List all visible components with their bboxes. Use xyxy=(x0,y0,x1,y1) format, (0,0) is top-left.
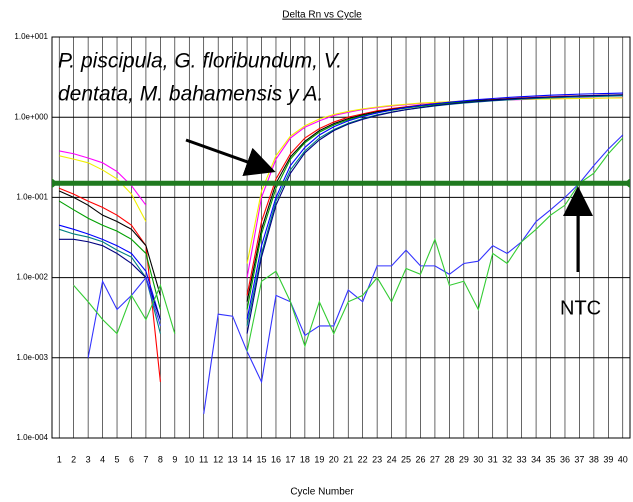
x-tick-label: 2 xyxy=(71,454,76,464)
x-tick-label: 22 xyxy=(358,454,368,464)
plot-area: 1 2 3 4 5 6 7 8 9 10 11 12 13 14 15 16 17 18 19 20 21 22 23 24 2… xyxy=(14,32,631,464)
threshold-marker xyxy=(52,178,58,189)
x-tick-label: 38 xyxy=(589,454,599,464)
x-tick-label: 10 xyxy=(184,454,194,464)
annotation: P. piscipula, G. floribundum, V. xyxy=(58,50,342,73)
ntc-label: NTC xyxy=(560,297,601,319)
x-tick-label: 30 xyxy=(473,454,483,464)
x-tick-label: 33 xyxy=(517,454,527,464)
y-tick-label: 1.0e-002 xyxy=(16,273,48,282)
x-tick-label: 32 xyxy=(502,454,512,464)
threshold-marker xyxy=(624,178,630,189)
series-line xyxy=(59,92,623,320)
x-tick-label: 5 xyxy=(115,454,120,464)
y-tick-label: 1.0e-003 xyxy=(16,353,48,362)
x-tick-label: 31 xyxy=(488,454,498,464)
x-tick-label: 13 xyxy=(228,454,238,464)
x-tick-label: 19 xyxy=(314,454,324,464)
x-tick-label: 9 xyxy=(172,454,177,464)
x-tick-label: 11 xyxy=(199,454,208,464)
x-tick-label: 18 xyxy=(300,454,310,464)
x-tick-label: 35 xyxy=(546,454,556,464)
x-tick-label: 14 xyxy=(242,454,252,464)
x-tick-label: 15 xyxy=(257,454,267,464)
plot-border xyxy=(51,36,631,439)
x-tick-label: 39 xyxy=(603,454,613,464)
x-tick-label: 40 xyxy=(618,454,628,464)
x-tick-label: 21 xyxy=(343,454,353,464)
x-tick-label: 26 xyxy=(415,454,425,464)
x-tick-label: 24 xyxy=(387,454,397,464)
x-tick-label: 27 xyxy=(430,454,440,464)
x-tick-label: 37 xyxy=(574,454,584,464)
x-tick-label: 1 xyxy=(57,454,62,464)
x-tick-label: 29 xyxy=(459,454,469,464)
y-tick-label: 1.0e-004 xyxy=(16,433,48,442)
x-tick-label: 8 xyxy=(158,454,163,464)
chart-title: Delta Rn vs Cycle xyxy=(282,10,362,21)
x-tick-label: 28 xyxy=(444,454,454,464)
x-tick-label: 4 xyxy=(100,454,105,464)
y-tick-label: 1.0e-001 xyxy=(16,193,48,202)
annotation: dentata, M. bahamensis y A. xyxy=(58,83,323,106)
x-tick-label: 23 xyxy=(372,454,382,464)
x-tick-label: 3 xyxy=(86,454,91,464)
series-line xyxy=(59,97,623,264)
x-tick-label: 6 xyxy=(129,454,134,464)
x-tick-label: 7 xyxy=(143,454,148,464)
x-tick-label: 20 xyxy=(329,454,339,464)
y-tick-label: 1.0e+001 xyxy=(14,32,48,41)
x-tick-label: 25 xyxy=(401,454,411,464)
x-tick-label: 16 xyxy=(271,454,281,464)
x-tick-label: 12 xyxy=(213,454,223,464)
x-axis-label: Cycle Number xyxy=(290,487,354,498)
series-line xyxy=(73,137,624,352)
series-line xyxy=(87,134,624,414)
x-tick-label: 17 xyxy=(285,454,295,464)
annotation-arrow xyxy=(185,138,276,177)
series-line xyxy=(59,94,623,334)
x-tick-label: 34 xyxy=(531,454,541,464)
x-tick-label: 36 xyxy=(560,454,570,464)
y-tick-label: 1.0e+000 xyxy=(14,112,48,121)
